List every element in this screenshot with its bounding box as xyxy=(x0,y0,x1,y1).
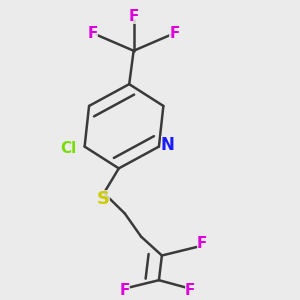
Text: S: S xyxy=(97,190,110,208)
Text: F: F xyxy=(88,26,98,41)
Text: F: F xyxy=(169,26,180,41)
Text: F: F xyxy=(120,284,130,298)
Text: F: F xyxy=(128,9,139,24)
Text: F: F xyxy=(184,284,195,298)
Text: Cl: Cl xyxy=(60,140,76,155)
Text: N: N xyxy=(161,136,175,154)
Text: F: F xyxy=(196,236,207,251)
